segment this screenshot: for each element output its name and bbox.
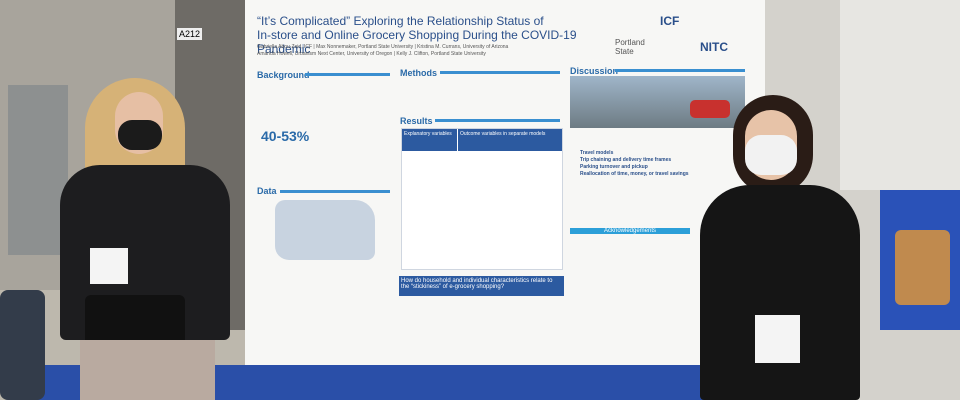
- section-heading: Background: [257, 70, 310, 80]
- table-header: Outcome variables in separate models: [458, 129, 562, 151]
- bullet: Parking turnover and pickup: [580, 164, 648, 170]
- logo: ICF: [660, 14, 680, 28]
- us-map: [275, 200, 375, 260]
- logo: NITC: [700, 40, 728, 54]
- mask: [745, 135, 797, 175]
- door: [8, 85, 68, 255]
- ack-heading: Acknowledgements: [570, 228, 690, 234]
- title-line: “It’s Complicated” Exploring the Relatio…: [257, 14, 544, 28]
- bullet: Reallocation of time, money, or travel s…: [580, 171, 689, 177]
- section-bar: [440, 71, 560, 74]
- results-table: Explanatory variables Outcome variables …: [401, 128, 563, 270]
- title-line: In-store and Online Grocery Shopping Dur…: [257, 28, 577, 56]
- poster: “It’s Complicated” Exploring the Relatio…: [245, 0, 765, 372]
- table-header: Explanatory variables: [402, 129, 457, 151]
- section-heading: Discussion: [570, 66, 619, 76]
- pants: [80, 340, 215, 400]
- section-heading: Results: [400, 116, 433, 126]
- section-bar: [280, 190, 390, 193]
- booth-sign: A212: [177, 28, 203, 40]
- section-heading: Methods: [400, 68, 437, 78]
- poster-title: “It’s Complicated” Exploring the Relatio…: [257, 14, 617, 56]
- mask: [118, 120, 162, 150]
- author-line: Gabriella Abou-Zeid, ICF | Max Nonnemake…: [257, 44, 509, 50]
- logo: Portland State: [615, 38, 645, 56]
- bullet: Trip chaining and delivery time frames: [580, 157, 672, 163]
- discussion-bullets: Travel models Trip chaining and delivery…: [580, 150, 700, 178]
- person-right-body: [700, 185, 860, 400]
- results-question: How do household and individual characte…: [399, 276, 564, 296]
- section-bar: [435, 119, 560, 122]
- section-heading: Data: [257, 186, 277, 196]
- section-bar: [305, 73, 390, 76]
- chair: [0, 290, 45, 400]
- bullet: Travel models: [580, 150, 614, 156]
- author-line: Amanda Howell, Urbanism Next Center, Uni…: [257, 51, 486, 57]
- authors: Gabriella Abou-Zeid, ICF | Max Nonnemake…: [257, 44, 617, 58]
- section-bar: [615, 69, 745, 72]
- right-panel: [840, 0, 960, 190]
- red-car: [690, 100, 730, 118]
- jacket: [895, 230, 950, 305]
- badge: [90, 248, 128, 284]
- stat: 40-53%: [261, 128, 310, 144]
- street-photo: [570, 76, 745, 128]
- badge: [755, 315, 800, 363]
